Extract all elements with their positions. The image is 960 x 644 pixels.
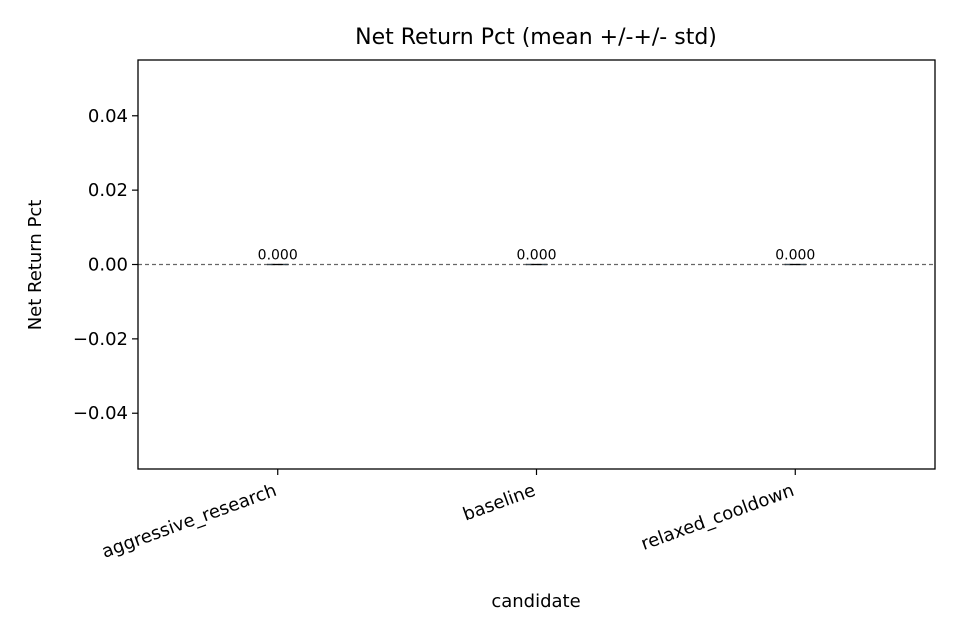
- data-label: 0.000: [258, 248, 298, 264]
- y-tick-label: −0.04: [73, 403, 128, 424]
- x-axis-title: candidate: [491, 591, 580, 612]
- y-axis: −0.04 −0.02 0.00 0.02 0.04: [73, 106, 138, 424]
- y-tick-label: 0.04: [88, 106, 128, 127]
- y-tick-label: 0.00: [88, 255, 128, 276]
- y-axis-title: Net Return Pct: [25, 200, 46, 331]
- plot-frame: [137, 59, 936, 470]
- bar-series: [267, 263, 806, 266]
- y-tick-label: 0.02: [88, 180, 128, 201]
- data-label: 0.000: [775, 248, 815, 264]
- chart-title: Net Return Pct (mean +/-+/- std): [355, 25, 717, 50]
- y-tick-label: −0.02: [73, 329, 128, 350]
- data-labels: 0.000 0.000 0.000: [258, 248, 816, 264]
- data-label: 0.000: [516, 248, 556, 264]
